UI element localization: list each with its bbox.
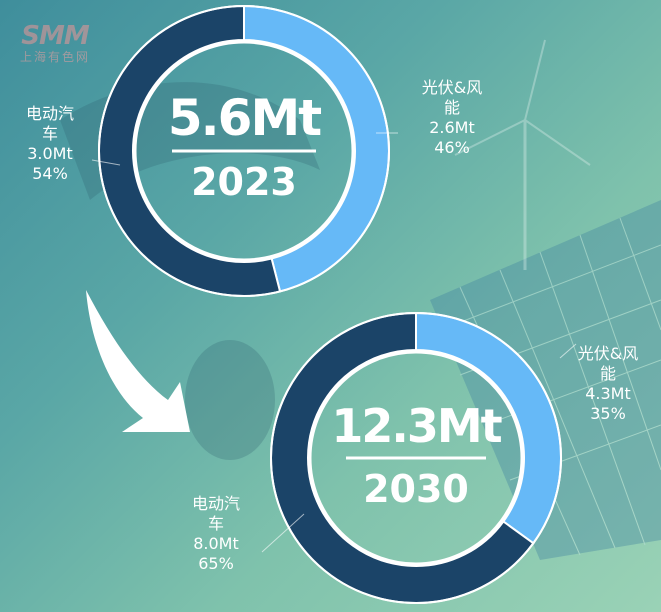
ev-value-2023: 3.0Mt bbox=[27, 144, 73, 163]
solar-panel-illustration bbox=[430, 200, 661, 560]
ev-name2-2023: 车 bbox=[41, 124, 58, 143]
pv-wind-slice-2023 bbox=[243, 4, 390, 293]
pv-wind-name2-2030: 能 bbox=[599, 364, 616, 383]
ev-name-2030: 电动汽 bbox=[191, 494, 240, 513]
ev-leader-line-2030 bbox=[261, 513, 305, 553]
pv-wind-name2-2023: 能 bbox=[443, 98, 460, 117]
pv-wind-name-2030: 光伏&风 bbox=[577, 344, 639, 363]
ev-name2-2030: 车 bbox=[207, 514, 224, 533]
total-label-2030: 12.3Mt bbox=[331, 399, 501, 453]
donut-outline-2030 bbox=[270, 312, 562, 604]
ev-leader-line-2023 bbox=[91, 159, 121, 166]
pv-wind-pct-2023: 46% bbox=[434, 138, 470, 157]
ev-label-2023: 电动汽 车 3.0Mt 54% bbox=[8, 104, 92, 184]
donut-outline-2023 bbox=[98, 5, 390, 297]
watermark-sub: 上海有色网 bbox=[20, 50, 91, 64]
arrow-icon bbox=[86, 290, 190, 432]
total-label-2023: 5.6Mt bbox=[168, 89, 321, 147]
pv-wind-pct-2030: 35% bbox=[590, 404, 626, 423]
ev-name-2023: 电动汽 bbox=[25, 104, 74, 123]
ev-value-2030: 8.0Mt bbox=[193, 534, 239, 553]
ev-pct-2030: 65% bbox=[198, 554, 234, 573]
ev-label-2030: 电动汽 车 8.0Mt 65% bbox=[176, 494, 256, 574]
inner-ring-2030 bbox=[308, 350, 524, 566]
pv-wind-label-2030: 光伏&风 能 4.3Mt 35% bbox=[556, 344, 660, 424]
year-label-2030: 2030 bbox=[363, 467, 469, 511]
smm-watermark: SMM 上海有色网 bbox=[20, 22, 90, 64]
wind-turbine-illustration bbox=[454, 39, 591, 270]
pv-wind-value-2030: 4.3Mt bbox=[585, 384, 631, 403]
pv-wind-value-2023: 2.6Mt bbox=[429, 118, 475, 137]
pv-wind-leader-line-2030 bbox=[559, 343, 577, 359]
year-label-2023: 2023 bbox=[191, 160, 297, 204]
watermark-brand: SMM bbox=[21, 21, 89, 51]
ev-pct-2023: 54% bbox=[32, 164, 68, 183]
inner-ring-2023 bbox=[133, 40, 355, 262]
pv-wind-name-2023: 光伏&风 bbox=[421, 78, 483, 97]
pv-wind-label-2023: 光伏&风 能 2.6Mt 46% bbox=[398, 78, 506, 158]
